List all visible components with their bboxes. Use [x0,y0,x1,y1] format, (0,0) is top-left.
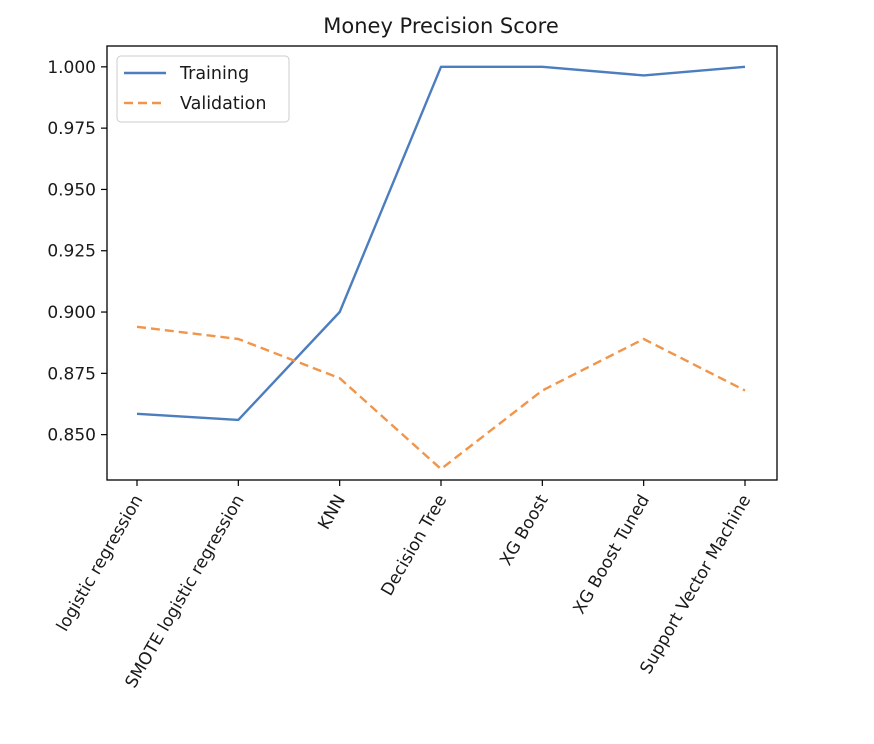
y-tick-label: 0.900 [47,303,96,323]
y-tick-label: 0.925 [47,242,96,262]
x-tick-label: logistic regression [53,492,147,636]
x-tick-label: SMOTE logistic regression [122,492,249,692]
plot-frame [106,45,778,481]
y-tick-label: 0.850 [47,426,96,446]
x-tick-label: KNN [314,492,350,534]
chart-title: Money Precision Score [323,14,559,38]
y-tick-label: 0.950 [47,180,96,200]
series-line-validation [136,325,746,471]
x-tick-label: XG Boost [496,491,553,569]
y-axis: 0.850 0.875 0.900 0.925 0.950 0.975 1.000 [47,58,107,446]
series-layer [136,65,746,471]
x-tick-label: Decision Tree [377,492,451,600]
series-line-training [136,65,746,422]
legend-label-validation: Validation [180,94,266,114]
y-tick-label: 0.975 [47,119,96,139]
y-tick-label: 0.875 [47,364,96,384]
legend: Training Validation [116,55,290,123]
x-tick-label: Support Vector Machine [636,492,755,678]
y-tick-label: 1.000 [47,58,96,78]
legend-label-training: Training [179,64,249,84]
x-tick-label: XG Boost Tuned [570,492,654,618]
